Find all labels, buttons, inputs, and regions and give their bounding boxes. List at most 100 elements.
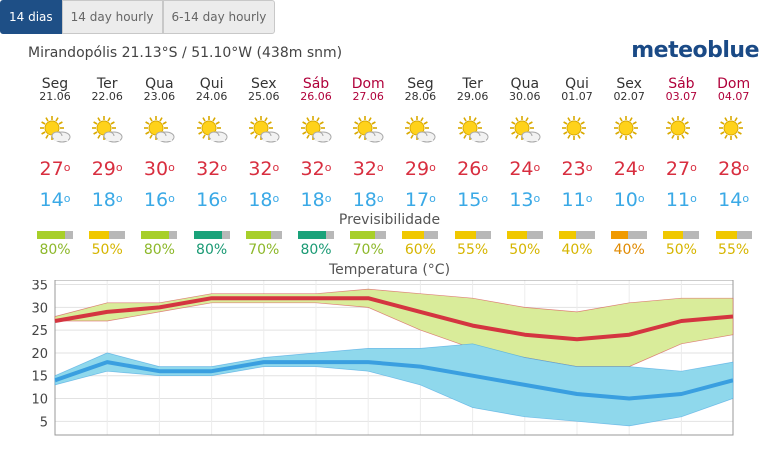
predictability-value: 80% bbox=[29, 241, 81, 259]
max-temperature: 23o bbox=[551, 159, 603, 179]
day-date: 03.07 bbox=[655, 91, 707, 103]
predictability-value: 40% bbox=[551, 241, 603, 259]
temperature-chart-title: Temperatura (°C) bbox=[0, 262, 779, 278]
predictability-value: 50% bbox=[81, 241, 133, 259]
predictability-value: 50% bbox=[655, 241, 707, 259]
min-temperature: 18o bbox=[342, 190, 394, 210]
day-date: 04.07 bbox=[708, 91, 760, 103]
day-date: 22.06 bbox=[81, 91, 133, 103]
predictability-item: 50% bbox=[499, 231, 551, 259]
day-date: 24.06 bbox=[186, 91, 238, 103]
y-tick-label: 5 bbox=[40, 415, 48, 430]
location-header: Mirandopólis 21.13°S / 51.10°W (438m snm… bbox=[28, 45, 342, 61]
predictability-item: 50% bbox=[655, 231, 707, 259]
predictability-item: 80% bbox=[29, 231, 81, 259]
predictability-bar bbox=[663, 231, 699, 239]
predictability-value: 40% bbox=[603, 241, 655, 259]
predictability-item: 40% bbox=[551, 231, 603, 259]
predictability-value: 70% bbox=[238, 241, 290, 259]
day-date: 21.06 bbox=[29, 91, 81, 103]
predictability-bar bbox=[37, 231, 73, 239]
y-tick-label: 30 bbox=[31, 301, 48, 316]
predictability-bar bbox=[402, 231, 438, 239]
predictability-value: 80% bbox=[186, 241, 238, 259]
predictability-item: 80% bbox=[133, 231, 185, 259]
day-date: 29.06 bbox=[447, 91, 499, 103]
predictability-item: 70% bbox=[238, 231, 290, 259]
max-temperature: 32o bbox=[342, 159, 394, 179]
min-temperature: 18o bbox=[238, 190, 290, 210]
predictability-bar bbox=[194, 231, 230, 239]
day-name: Sex bbox=[603, 77, 655, 91]
day-name: Seg bbox=[29, 77, 81, 91]
min-temperature: 16o bbox=[186, 190, 238, 210]
predictability-item: 70% bbox=[342, 231, 394, 259]
predictability-value: 55% bbox=[708, 241, 760, 259]
min-temperature: 17o bbox=[394, 190, 446, 210]
sun-cloud-icon bbox=[186, 115, 238, 149]
previsibilidade-label: Previsibilidade bbox=[0, 212, 779, 228]
min-temperature: 18o bbox=[290, 190, 342, 210]
predictability-bar bbox=[716, 231, 752, 239]
tab-6-14-day-hourly[interactable]: 6-14 day hourly bbox=[163, 0, 276, 34]
y-tick-label: 25 bbox=[31, 324, 48, 339]
day-name: Qui bbox=[186, 77, 238, 91]
min-temperature: 16o bbox=[133, 190, 185, 210]
sun-cloud-icon bbox=[394, 115, 446, 149]
tab-bar: 14 dias 14 day hourly 6-14 day hourly bbox=[0, 0, 275, 34]
sun-cloud-icon bbox=[29, 115, 81, 149]
day-name: Dom bbox=[342, 77, 394, 91]
predictability-bar bbox=[89, 231, 125, 239]
day-date: 23.06 bbox=[133, 91, 185, 103]
min-temperature: 18o bbox=[81, 190, 133, 210]
predictability-bar bbox=[559, 231, 595, 239]
predictability-value: 60% bbox=[394, 241, 446, 259]
day-name: Qua bbox=[499, 77, 551, 91]
sun-cloud-icon bbox=[499, 115, 551, 149]
day-name: Sáb bbox=[655, 77, 707, 91]
tab-14-day-hourly[interactable]: 14 day hourly bbox=[62, 0, 163, 34]
sun-icon bbox=[603, 115, 655, 149]
predictability-item: 55% bbox=[447, 231, 499, 259]
min-temperature: 13o bbox=[499, 190, 551, 210]
y-tick-label: 10 bbox=[31, 393, 48, 408]
sun-icon bbox=[655, 115, 707, 149]
predictability-value: 80% bbox=[133, 241, 185, 259]
sun-cloud-icon bbox=[133, 115, 185, 149]
day-date: 25.06 bbox=[238, 91, 290, 103]
max-temperature: 30o bbox=[133, 159, 185, 179]
predictability-bar bbox=[611, 231, 647, 239]
meteoblue-logo[interactable]: meteoblue bbox=[631, 38, 759, 63]
day-name: Qua bbox=[133, 77, 185, 91]
day-name: Sex bbox=[238, 77, 290, 91]
day-name: Ter bbox=[81, 77, 133, 91]
sun-cloud-icon bbox=[447, 115, 499, 149]
day-date: 27.06 bbox=[342, 91, 394, 103]
max-temperature: 24o bbox=[603, 159, 655, 179]
max-temperature: 27o bbox=[29, 159, 81, 179]
predictability-bar bbox=[298, 231, 334, 239]
sun-icon bbox=[708, 115, 760, 149]
max-temperature: 32o bbox=[186, 159, 238, 179]
tab-14-dias[interactable]: 14 dias bbox=[0, 0, 62, 34]
day-date: 02.07 bbox=[603, 91, 655, 103]
day-name: Ter bbox=[447, 77, 499, 91]
min-temperature: 10o bbox=[603, 190, 655, 210]
predictability-item: 50% bbox=[81, 231, 133, 259]
